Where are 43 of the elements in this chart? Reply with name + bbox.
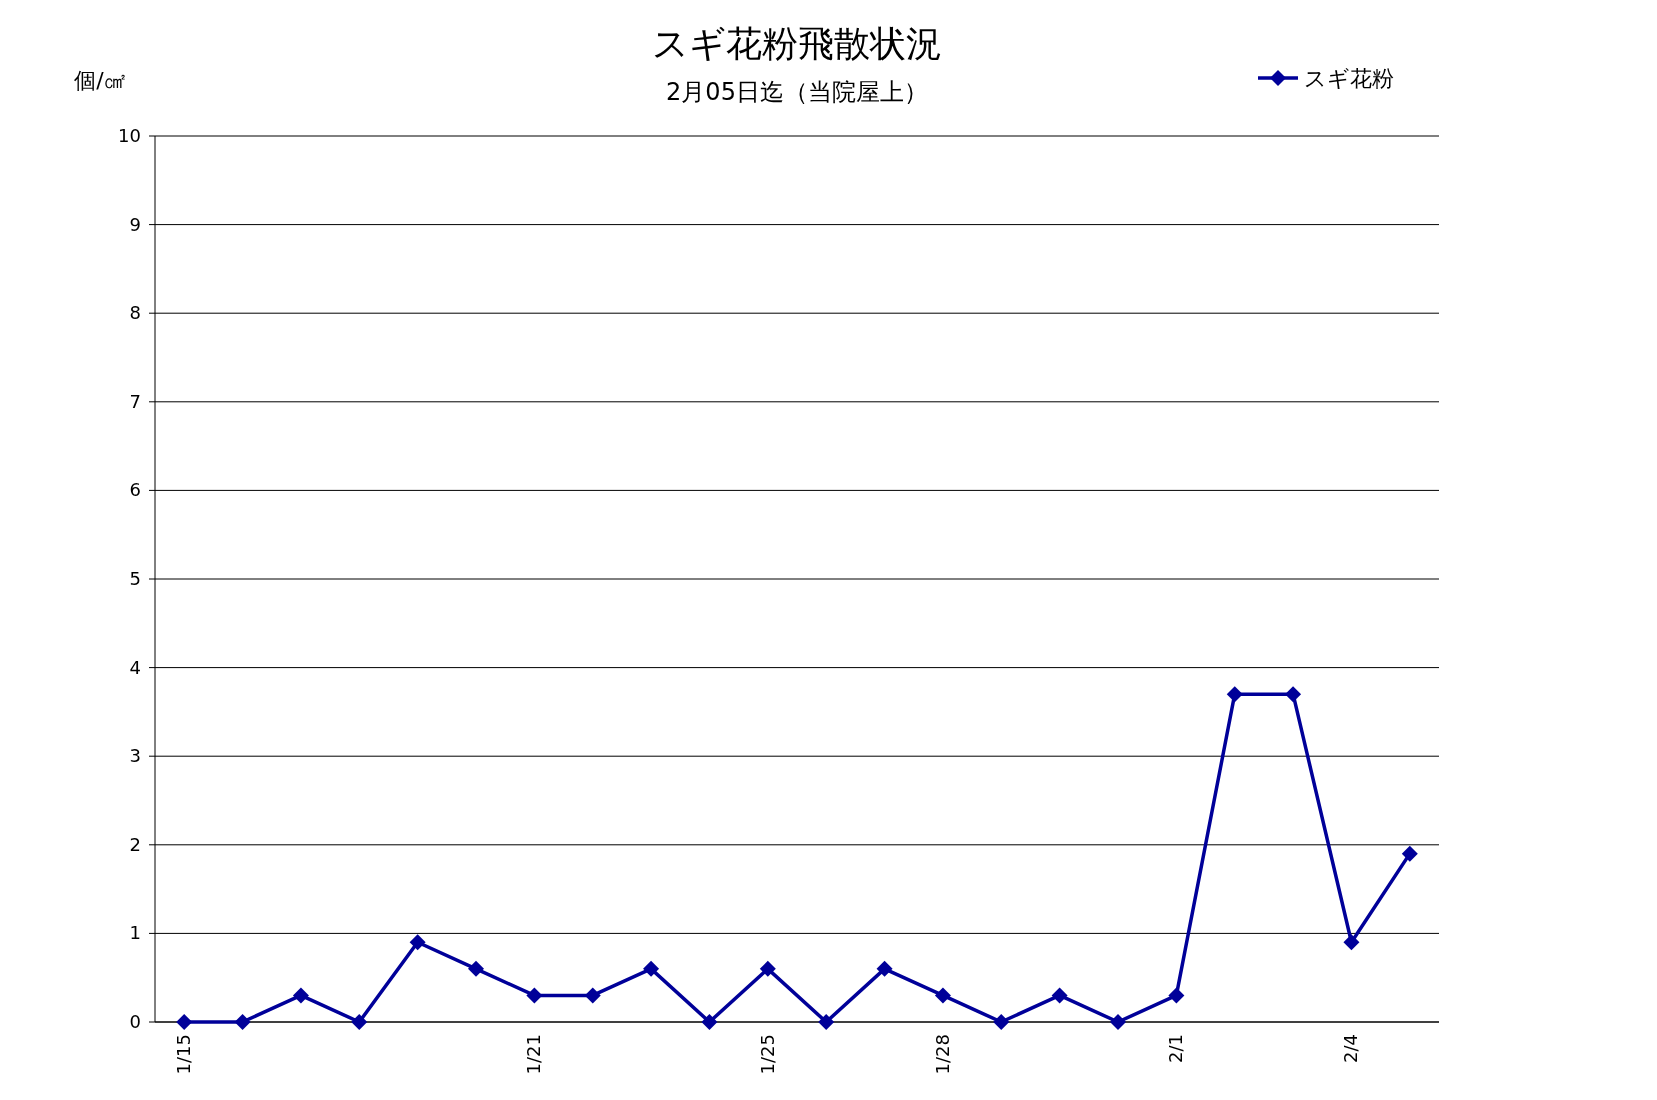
point xyxy=(759,960,776,977)
y-tick-label: 6 xyxy=(129,479,141,501)
point xyxy=(876,960,893,977)
y-tick-label: 10 xyxy=(118,125,141,146)
point xyxy=(468,960,484,977)
y-tick-label: 4 xyxy=(129,656,141,678)
point xyxy=(176,1014,193,1030)
point xyxy=(1110,1014,1126,1030)
point xyxy=(1343,934,1360,951)
point xyxy=(1285,686,1302,703)
point xyxy=(643,960,660,977)
point xyxy=(234,1014,251,1030)
x-tick-label: 1/25 xyxy=(756,1034,778,1075)
y-tick-label: 0 xyxy=(129,1011,141,1032)
x-tick-label: 2/1 xyxy=(1165,1034,1187,1063)
y-tick-label: 9 xyxy=(129,213,141,235)
point xyxy=(584,987,601,1004)
y-tick-label: 3 xyxy=(129,745,141,767)
y-tick-label: 8 xyxy=(129,302,141,324)
point xyxy=(351,1014,368,1030)
y-tick-label: 1 xyxy=(129,922,141,944)
y-axis-title: 個/㎠ xyxy=(74,68,126,93)
y-tick-label: 2 xyxy=(129,833,141,855)
point xyxy=(1226,686,1243,703)
point xyxy=(409,934,426,951)
point xyxy=(1401,845,1418,862)
point xyxy=(993,1014,1010,1030)
point xyxy=(1051,987,1068,1004)
point xyxy=(701,1014,718,1030)
x-tick-label: 2/4 xyxy=(1340,1034,1362,1063)
point xyxy=(934,987,951,1004)
point xyxy=(292,987,309,1004)
y-tick-label: 5 xyxy=(129,568,141,589)
chart-subtitle: 2月05日迄（当院屋上） xyxy=(666,78,928,106)
point xyxy=(526,987,543,1004)
point xyxy=(1168,987,1185,1004)
x-tick-label: 1/15 xyxy=(173,1034,195,1075)
legend-label: スギ花粉 xyxy=(1304,66,1394,91)
x-tick-label: 1/28 xyxy=(931,1034,953,1075)
y-tick-label: 7 xyxy=(129,390,141,412)
chart-title: スギ花粉飛散状況 xyxy=(652,23,942,64)
point xyxy=(818,1014,835,1030)
x-tick-label: 1/21 xyxy=(523,1034,545,1075)
